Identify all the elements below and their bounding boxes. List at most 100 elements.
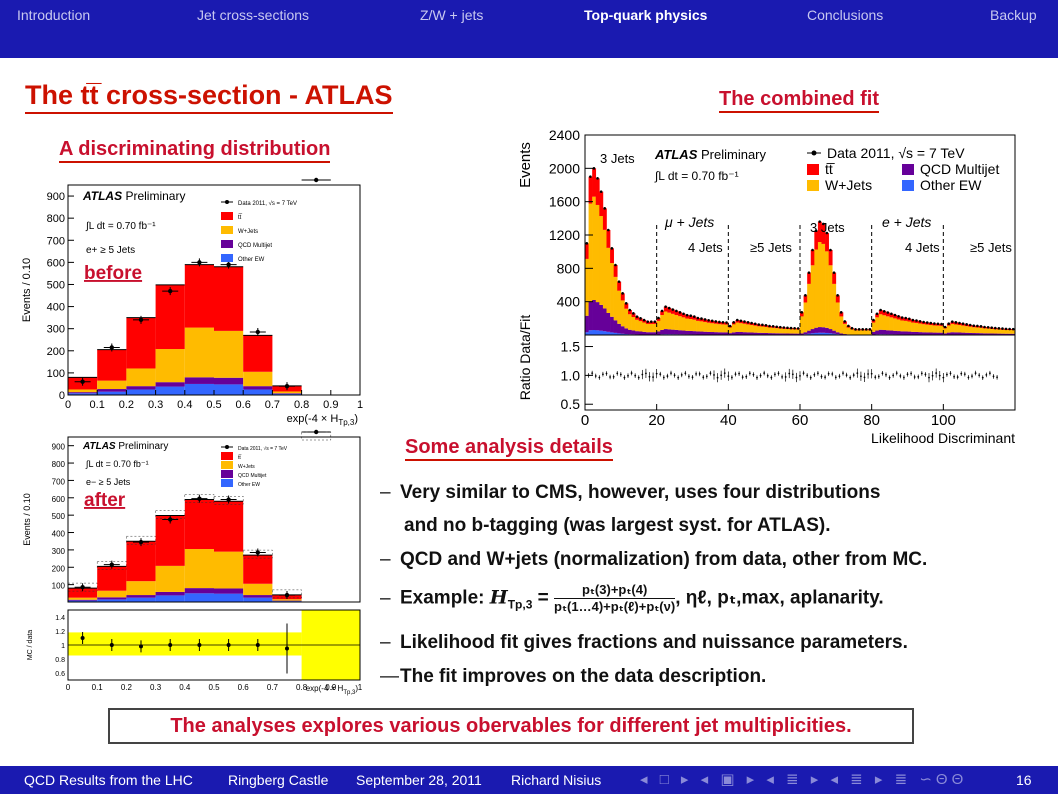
nav-item-conclusions[interactable]: Conclusions bbox=[807, 7, 884, 23]
fit-bar-qcd-multijet bbox=[660, 329, 665, 335]
fit-data-point bbox=[850, 326, 854, 330]
fit-bar-qcd-multijet bbox=[792, 333, 797, 335]
fit-bar-w-jets bbox=[663, 311, 668, 330]
ratio-point bbox=[989, 372, 991, 375]
data-point bbox=[284, 383, 290, 389]
fit-data-point bbox=[710, 319, 714, 323]
histogram-bar-w-jets bbox=[184, 549, 214, 589]
region-label: 3 Jets bbox=[600, 151, 635, 166]
ratio-point bbox=[734, 373, 737, 376]
histogram-bar-qcd-multijet bbox=[155, 382, 185, 387]
fit-data-point bbox=[807, 271, 811, 274]
histogram-bar-w-jets bbox=[68, 597, 98, 600]
nav-item-top-quark-physics[interactable]: Top-quark physics bbox=[584, 7, 708, 23]
nav-item-zw-jets[interactable]: Z/W + jets bbox=[420, 7, 484, 23]
fit-bar-w-jets bbox=[753, 325, 758, 333]
legend-swatch bbox=[902, 180, 914, 191]
fit-bar-qcd-multijet bbox=[628, 329, 632, 335]
fit-bar-qcd-multijet bbox=[588, 301, 593, 331]
legend-entry: W+Jets bbox=[238, 229, 258, 235]
fit-bar-qcd-multijet bbox=[821, 327, 826, 333]
ratio-point bbox=[777, 372, 780, 375]
ratio-point bbox=[985, 374, 988, 376]
footer-venue: Ringberg Castle bbox=[228, 772, 329, 788]
slide-title: The tt̅ cross-section - ATLAS bbox=[25, 80, 393, 114]
fit-bar-tt- bbox=[817, 221, 822, 243]
fit-data-point bbox=[936, 322, 940, 326]
fit-data-point bbox=[592, 167, 596, 170]
fit-data-point bbox=[793, 326, 796, 330]
fit-data-point bbox=[890, 312, 893, 316]
nav-item-jet-cross-sections[interactable]: Jet cross-sections bbox=[197, 7, 310, 23]
fit-data-point bbox=[857, 328, 861, 331]
y-tick-label: 1200 bbox=[549, 227, 580, 243]
fit-data-point bbox=[782, 326, 786, 329]
fit-data-point bbox=[692, 315, 696, 318]
fit-bar-qcd-multijet bbox=[925, 332, 930, 335]
fit-bar-other-ew bbox=[821, 332, 826, 335]
histogram-bar-other-ew bbox=[68, 600, 98, 602]
ratio-tick-label: 1.4 bbox=[55, 615, 65, 622]
fit-bar-qcd-multijet bbox=[785, 333, 790, 335]
fit-data-point bbox=[700, 317, 703, 320]
fit-bar-other-ew bbox=[595, 330, 600, 335]
legend-entry: Data 2011, √s = 7 TeV bbox=[238, 445, 288, 452]
nav-item-backup[interactable]: Backup bbox=[990, 7, 1037, 23]
fit-bar-w-jets bbox=[610, 263, 614, 317]
ratio-point bbox=[981, 376, 984, 379]
fit-bar-w-jets bbox=[936, 325, 941, 333]
histogram-bar-w-jets bbox=[243, 583, 273, 596]
ratio-axis-label: Ratio Data/Fit bbox=[517, 315, 533, 401]
fit-bar-qcd-multijet bbox=[635, 331, 640, 335]
fit-data-point bbox=[628, 308, 632, 312]
x-tick-label: 40 bbox=[720, 412, 737, 429]
ratio-point bbox=[630, 372, 633, 374]
x-tick-label: 0.7 bbox=[267, 683, 279, 692]
y-tick-label: 600 bbox=[47, 257, 65, 269]
fit-bar-w-jets bbox=[932, 325, 937, 333]
fit-data-point bbox=[929, 321, 933, 325]
fit-data-point bbox=[753, 322, 757, 326]
fit-bar-w-jets bbox=[660, 315, 665, 330]
ratio-point bbox=[881, 372, 884, 375]
fit-bar-other-ew bbox=[814, 332, 819, 335]
fit-bar-qcd-multijet bbox=[989, 333, 994, 335]
ratio-point bbox=[766, 374, 769, 377]
ratio-point bbox=[226, 643, 231, 647]
fit-data-point bbox=[682, 312, 685, 316]
fit-bar-w-jets bbox=[979, 327, 984, 334]
fit-data-point bbox=[915, 319, 918, 322]
fit-bar-w-jets bbox=[889, 317, 894, 331]
fit-bar-other-ew bbox=[828, 333, 833, 335]
fit-bar-w-jets bbox=[620, 300, 625, 327]
ratio-point bbox=[139, 644, 143, 649]
fit-bar-w-jets bbox=[789, 329, 794, 334]
atlas-label: ATLAS Preliminary bbox=[82, 441, 168, 452]
fit-bar-w-jets bbox=[631, 317, 636, 331]
fit-bar-w-jets bbox=[821, 243, 826, 328]
y-tick-label: 800 bbox=[47, 213, 65, 225]
fit-bar-other-ew bbox=[825, 332, 829, 335]
legend-swatch bbox=[221, 461, 233, 469]
fit-data-point bbox=[664, 305, 667, 308]
fit-data-point bbox=[671, 308, 675, 311]
nav-item-introduction[interactable]: Introduction bbox=[17, 7, 91, 23]
ratio-point bbox=[924, 373, 927, 376]
fit-data-point bbox=[904, 316, 908, 320]
histogram-bar-tt- bbox=[214, 501, 244, 552]
footer-author: Richard Nisius bbox=[511, 772, 602, 788]
fit-bar-w-jets bbox=[972, 327, 976, 334]
fit-data-point bbox=[657, 316, 660, 320]
data-point bbox=[80, 379, 85, 384]
legend-entry: W+Jets bbox=[825, 177, 872, 193]
beamer-navigation-icons[interactable]: ◂ □ ▸ ◂ ▣ ▸ ◂ ≣ ▸ ◂ ≣ ▸ ≣ ∽ΘΘ bbox=[640, 771, 968, 788]
fit-bar-other-ew bbox=[810, 333, 815, 335]
histogram-bar-w-jets bbox=[97, 590, 127, 598]
x-tick-label: 0.9 bbox=[325, 683, 337, 692]
fit-bar-tt- bbox=[617, 281, 622, 291]
fit-bar-qcd-multijet bbox=[810, 329, 815, 334]
fit-bar-tt- bbox=[681, 313, 686, 318]
fit-bar-w-jets bbox=[817, 242, 822, 328]
ratio-point bbox=[670, 372, 672, 375]
fit-data-point bbox=[646, 320, 650, 323]
